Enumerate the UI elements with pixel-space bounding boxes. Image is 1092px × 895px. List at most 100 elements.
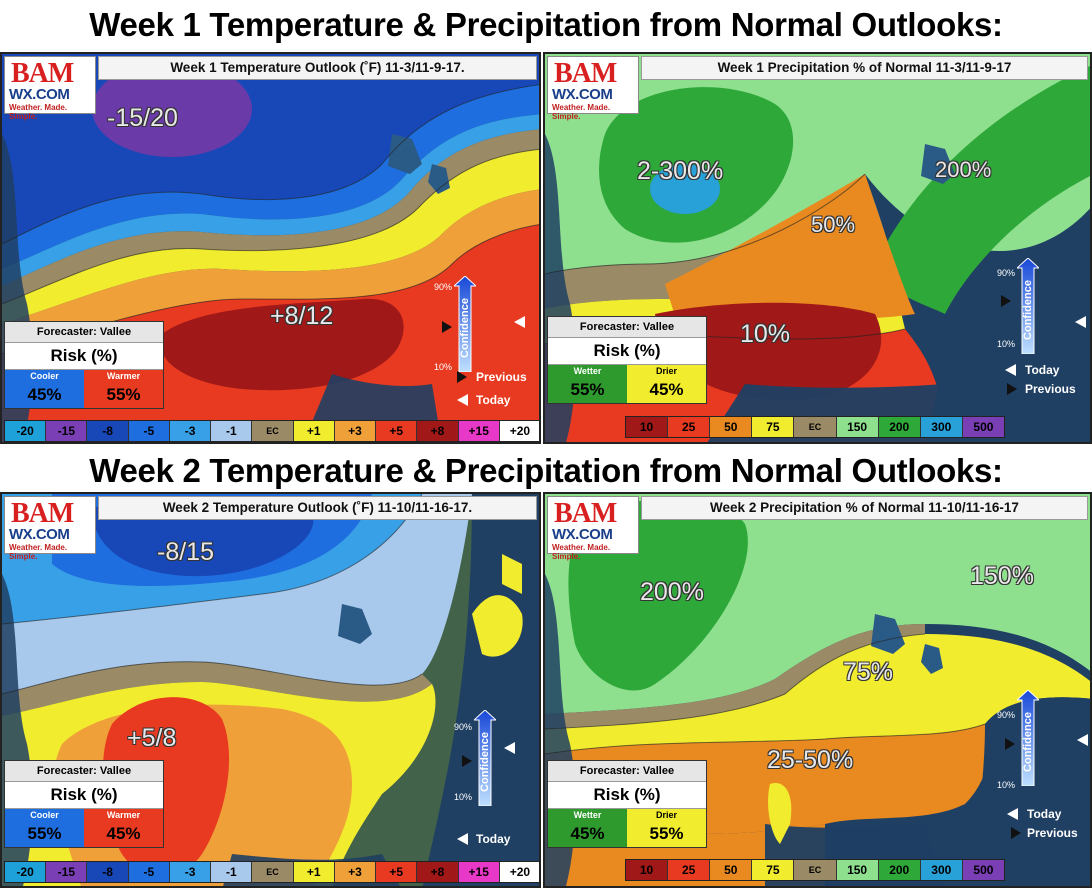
scale-swatch: 500 <box>962 860 1004 880</box>
scale-swatch: 75 <box>752 860 795 880</box>
scale-swatch: EC <box>794 417 837 437</box>
scale-swatch: 25 <box>668 417 711 437</box>
scale-swatch: EC <box>252 862 294 882</box>
cooler-label: Cooler <box>5 370 84 382</box>
logo-bam-text: BAM <box>11 498 74 529</box>
warmer-label: Warmer <box>84 370 163 382</box>
scale-swatch: +5 <box>376 421 418 441</box>
previous-marker-icon <box>442 321 452 333</box>
today-marker-icon <box>1075 316 1086 328</box>
scale-swatch: -3 <box>169 421 212 441</box>
scale-swatch: +15 <box>458 421 500 441</box>
scale-swatch: -8 <box>87 862 129 882</box>
forecaster-label: Forecaster: Vallee <box>5 761 163 782</box>
risk-heading: Risk (%) <box>548 338 706 365</box>
dry-core-label: 10% <box>740 320 791 348</box>
week2-temperature-panel: Week 2 Temperature Outlook (˚F) 11-10/11… <box>0 492 541 888</box>
cooler-value: 45% <box>5 382 84 408</box>
previous-marker-icon <box>1005 738 1015 750</box>
logo-tagline: Weather. Made. Simple. <box>9 543 68 561</box>
precipitation-scale: 10 25 50 75 EC 150 200 300 500 <box>625 416 1005 438</box>
drier-label: Drier <box>627 809 706 821</box>
scale-swatch: +1 <box>293 862 335 882</box>
confidence-meter: Confidence 90% 10% <box>442 710 539 860</box>
previous-legend-label: Previous <box>1027 826 1078 840</box>
scale-swatch: EC <box>252 421 294 441</box>
confidence-meter: Confidence 90% 10% <box>985 690 1090 840</box>
great-lakes-label: 75% <box>843 658 894 686</box>
today-marker-icon <box>504 742 515 754</box>
previous-legend-icon <box>1007 383 1017 395</box>
scale-swatch: 200 <box>878 417 921 437</box>
scale-swatch: +3 <box>334 862 377 882</box>
bam-logo: BAM WX.COM Weather. Made. Simple. <box>4 496 96 561</box>
risk-box: Forecaster: Vallee Risk (%) Wetter Drier… <box>547 760 707 848</box>
today-marker-icon <box>1077 734 1088 746</box>
risk-box: Forecaster: Vallee Risk (%) Cooler Warme… <box>4 321 164 409</box>
week2-temperature-map <box>2 494 539 886</box>
scale-swatch: 300 <box>920 860 963 880</box>
week1-temperature-panel: Week 1 Temperature Outlook (˚F) 11-3/11-… <box>0 52 541 444</box>
today-legend-icon <box>457 394 468 406</box>
wetter-label: Wetter <box>548 809 627 821</box>
scale-swatch: 10 <box>626 417 669 437</box>
warmer-value: 55% <box>84 382 163 408</box>
today-legend-icon <box>1005 364 1016 376</box>
today-legend-label: Today <box>476 393 511 407</box>
week2-precipitation-panel: Week 2 Precipitation % of Normal 11-10/1… <box>543 492 1092 888</box>
warm-anomaly-label: +8/12 <box>270 302 334 330</box>
cold-anomaly-label: -8/15 <box>157 538 214 566</box>
risk-heading: Risk (%) <box>5 343 163 370</box>
warm-anomaly-label: +5/8 <box>127 724 177 752</box>
risk-heading: Risk (%) <box>548 782 706 809</box>
confidence-arrow-icon <box>1017 690 1039 786</box>
scale-swatch: -5 <box>128 862 170 882</box>
scale-swatch: +8 <box>417 421 459 441</box>
bam-logo: BAM WX.COM Weather. Made. Simple. <box>4 56 96 121</box>
wet-region-label: 2-300% <box>637 157 724 185</box>
scale-swatch: 200 <box>878 860 921 880</box>
cooler-label: Cooler <box>5 809 84 821</box>
logo-bam-text: BAM <box>11 58 74 89</box>
week2-section-title: Week 2 Temperature & Precipitation from … <box>89 452 1003 489</box>
confidence-high: 90% <box>434 282 453 292</box>
scale-swatch: -15 <box>46 862 88 882</box>
scale-swatch: +5 <box>376 862 418 882</box>
previous-marker-icon <box>462 755 472 767</box>
scale-swatch: 25 <box>668 860 711 880</box>
risk-heading: Risk (%) <box>5 782 163 809</box>
scale-swatch: 150 <box>836 860 879 880</box>
confidence-high: 90% <box>997 268 1016 278</box>
confidence-label: Confidence <box>459 298 471 358</box>
wetter-label: Wetter <box>548 365 627 377</box>
forecaster-label: Forecaster: Vallee <box>5 322 163 343</box>
scale-swatch: 150 <box>836 417 879 437</box>
confidence-arrow-icon <box>474 710 496 806</box>
previous-legend-icon <box>1011 827 1021 839</box>
logo-wx-text: WX.COM <box>9 86 70 103</box>
week1-section-title: Week 1 Temperature & Precipitation from … <box>89 6 1003 43</box>
bam-logo: BAM WX.COM Weather. Made. Simple. <box>547 56 639 121</box>
today-legend-label: Today <box>1027 807 1062 821</box>
scale-swatch: 10 <box>626 860 669 880</box>
panel-title: Week 2 Temperature Outlook (˚F) 11-10/11… <box>98 496 537 520</box>
confidence-label: Confidence <box>1022 712 1034 772</box>
logo-wx-text: WX.COM <box>552 526 613 543</box>
scale-swatch: -20 <box>5 421 47 441</box>
forecaster-label: Forecaster: Vallee <box>548 761 706 782</box>
risk-box: Forecaster: Vallee Risk (%) Cooler Warme… <box>4 760 164 848</box>
northwest-label: 200% <box>640 578 704 606</box>
today-legend-icon <box>457 833 468 845</box>
logo-bam-text: BAM <box>554 498 617 529</box>
previous-legend-label: Previous <box>476 370 527 384</box>
scale-swatch: +20 <box>499 421 539 441</box>
bam-logo: BAM WX.COM Weather. Made. Simple. <box>547 496 639 561</box>
today-marker-icon <box>514 316 525 328</box>
panel-title: Week 1 Precipitation % of Normal 11-3/11… <box>641 56 1088 80</box>
logo-tagline: Weather. Made. Simple. <box>9 103 68 121</box>
southern-label: 25-50% <box>767 746 854 774</box>
scale-swatch: 50 <box>710 860 753 880</box>
logo-tagline: Weather. Made. Simple. <box>552 543 611 561</box>
scale-swatch: -1 <box>211 421 253 441</box>
logo-tagline: Weather. Made. Simple. <box>552 103 611 121</box>
